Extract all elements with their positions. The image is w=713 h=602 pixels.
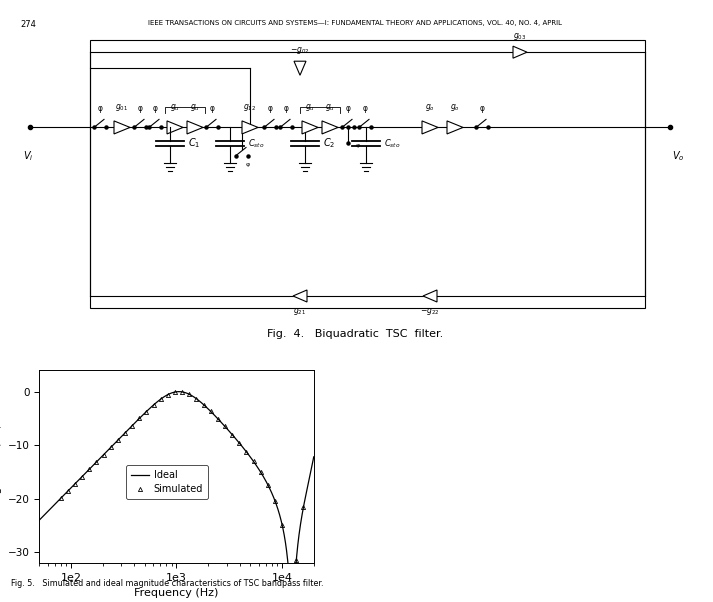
Text: φ: φ [284,104,289,113]
Simulated [63,488,72,495]
Polygon shape [302,121,318,134]
Polygon shape [114,121,130,134]
Simulated [71,480,79,488]
Simulated [228,431,237,438]
Text: φ: φ [210,104,215,113]
Text: φ: φ [480,104,485,113]
Text: φ: φ [267,104,272,113]
Text: 274: 274 [20,20,36,29]
Simulated [149,402,158,409]
Simulated [235,439,244,447]
Polygon shape [167,121,183,134]
Simulated [185,391,193,398]
Text: $C_{sto}$: $C_{sto}$ [384,137,401,150]
Text: Fig. 5.   Simulated and ideal magnitude characteristics of TSC bandpass filter.: Fig. 5. Simulated and ideal magnitude ch… [11,579,323,588]
Simulated [135,415,143,422]
Simulated [278,521,287,528]
Polygon shape [447,121,463,134]
Ideal [284,565,293,572]
Simulated [156,396,165,403]
Text: $-g_{22}$: $-g_{22}$ [420,306,440,317]
Y-axis label: Magnitude (dB): Magnitude (dB) [0,423,2,510]
Ideal [35,517,43,524]
Text: $g_o$: $g_o$ [425,102,435,113]
Polygon shape [423,290,437,302]
Simulated [250,458,258,465]
Text: $g_u$: $g_u$ [325,102,335,113]
Text: $-g_{02}$: $-g_{02}$ [290,45,309,56]
Ideal [161,393,170,400]
Text: φ: φ [356,143,360,149]
Text: φ: φ [138,104,143,113]
Simulated [206,408,215,415]
Text: $g_u$: $g_u$ [190,102,200,113]
Simulated [292,556,301,563]
Line: Simulated: Simulated [58,390,306,570]
Bar [90,40,645,308]
Text: $C_2$: $C_2$ [323,137,335,150]
Polygon shape [242,121,258,134]
Simulated [142,408,150,415]
Text: Fig.  4.   Biquadratic  TSC  filter.: Fig. 4. Biquadratic TSC filter. [267,329,443,339]
Simulated [264,481,272,488]
Simulated [120,429,129,436]
Simulated [299,503,308,510]
Text: $V_i$: $V_i$ [23,149,34,163]
Text: φ: φ [153,104,158,113]
Text: φ: φ [362,104,367,113]
Text: IEEE TRANSACTIONS ON CIRCUITS AND SYSTEMS—I: FUNDAMENTAL THEORY AND APPLICATIONS: IEEE TRANSACTIONS ON CIRCUITS AND SYSTEM… [148,20,562,26]
Simulated [170,388,179,396]
Simulated [163,391,172,398]
Text: $C_{sto}$: $C_{sto}$ [248,137,265,150]
Polygon shape [293,290,307,302]
Text: $V_o$: $V_o$ [672,149,684,163]
Ideal [168,389,177,396]
Text: $g_u$: $g_u$ [305,102,315,113]
Simulated [85,466,93,473]
Text: φ: φ [246,161,250,167]
Simulated [56,495,65,502]
Simulated [99,451,108,458]
Polygon shape [322,121,338,134]
Simulated [113,436,122,444]
Text: $g_{01}$: $g_{01}$ [116,102,128,113]
Text: $g_{03}$: $g_{03}$ [513,31,527,42]
Ideal [251,461,260,468]
Ideal [175,388,183,396]
Simulated [199,401,207,408]
X-axis label: Frequency (Hz): Frequency (Hz) [134,588,219,598]
Ideal [49,502,58,509]
Text: φ: φ [346,104,351,113]
Text: $g_o$: $g_o$ [450,102,460,113]
Ideal [302,491,310,498]
Text: $C_1$: $C_1$ [188,137,200,150]
Ideal [309,453,318,461]
Simulated [221,423,230,430]
Text: φ: φ [98,104,103,113]
Polygon shape [513,46,527,58]
Polygon shape [187,121,203,134]
Line: Ideal: Ideal [39,392,314,568]
Simulated [178,388,186,396]
Simulated [271,497,279,504]
Simulated [106,444,115,451]
Simulated [192,395,200,402]
Polygon shape [422,121,438,134]
Text: $g_u$: $g_u$ [170,102,180,113]
Simulated [242,448,251,456]
Text: $g_{12}$: $g_{12}$ [243,102,257,113]
Simulated [285,565,294,572]
Simulated [92,458,101,465]
Simulated [257,468,265,476]
Simulated [128,422,136,429]
Polygon shape [294,61,306,75]
Simulated [213,415,222,423]
Simulated [78,473,86,480]
Legend: Ideal, Simulated: Ideal, Simulated [126,465,208,499]
Ideal [302,491,310,498]
Text: $g_{21}$: $g_{21}$ [294,306,307,317]
